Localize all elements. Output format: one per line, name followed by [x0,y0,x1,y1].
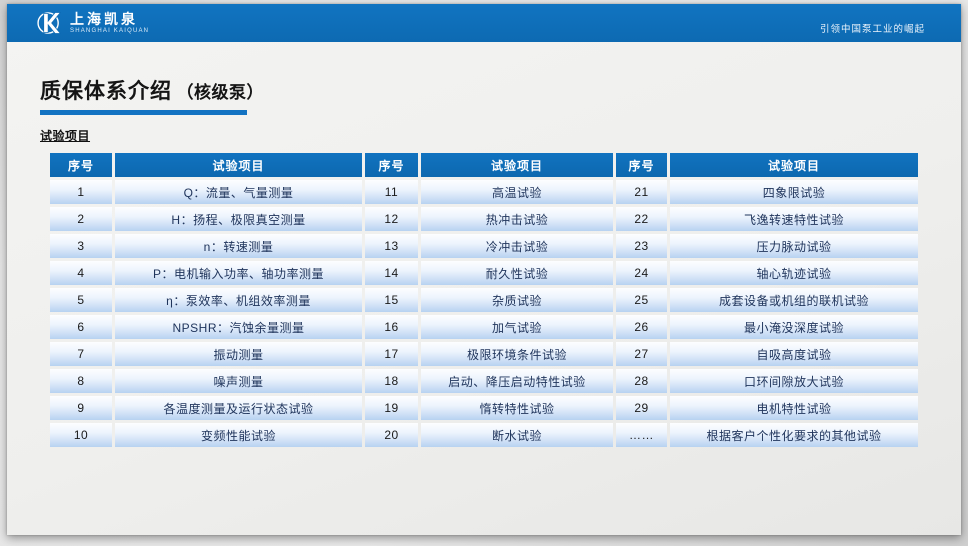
test-items-table: 序号 试验项目 序号 试验项目 序号 试验项目 1 Q：流量、气量测量 11 高温试验… [47,150,921,450]
test-item-cell: P：电机输入功率、轴功率测量 [115,261,362,285]
table-row: 4 P：电机输入功率、轴功率测量 14 耐久性试验 24 轴心轨迹试验 [50,261,918,285]
logo-english-name: SHANGHAI KAIQUAN [70,28,150,34]
row-number-cell: 8 [50,369,112,393]
row-number-cell: 12 [365,207,418,231]
row-number-cell: 26 [616,315,667,339]
page-title: 质保体系介绍 [40,80,172,103]
column-header-no: 序号 [365,153,418,177]
row-number-cell: 6 [50,315,112,339]
top-banner: 上海凯泉 SHANGHAI KAIQUAN 引领中国泵工业的崛起 [7,4,961,42]
test-item-cell: 极限环境条件试验 [421,342,613,366]
test-item-cell: NPSHR：汽蚀余量测量 [115,315,362,339]
row-number-cell: 9 [50,396,112,420]
row-number-cell: 27 [616,342,667,366]
row-number-cell: 20 [365,423,418,447]
row-number-cell: 23 [616,234,667,258]
test-item-cell: 杂质试验 [421,288,613,312]
test-item-cell: 自吸高度试验 [670,342,918,366]
test-item-cell: 变频性能试验 [115,423,362,447]
test-item-cell: 各温度测量及运行状态试验 [115,396,362,420]
test-table-body: 1 Q：流量、气量测量 11 高温试验 21 四象限试验 2 H：扬程、极限真空测量 12 热冲击… [50,180,918,447]
table-row: 6 NPSHR：汽蚀余量测量 16 加气试验 26 最小淹没深度试验 [50,315,918,339]
test-item-cell: 成套设备或机组的联机试验 [670,288,918,312]
table-row: 3 n：转速测量 13 冷冲击试验 23 压力脉动试验 [50,234,918,258]
row-number-cell: 28 [616,369,667,393]
table-row: 8 噪声测量 18 启动、降压启动特性试验 28 口环间隙放大试验 [50,369,918,393]
slide: 上海凯泉 SHANGHAI KAIQUAN 引领中国泵工业的崛起 质保体系介绍 … [7,4,961,535]
column-header-item: 试验项目 [670,153,918,177]
company-logo: 上海凯泉 SHANGHAI KAIQUAN [35,9,149,37]
test-item-cell: 轴心轨迹试验 [670,261,918,285]
column-header-no: 序号 [50,153,112,177]
column-header-item: 试验项目 [421,153,613,177]
row-number-cell: 18 [365,369,418,393]
test-item-cell: 冷冲击试验 [421,234,613,258]
table-row: 9 各温度测量及运行状态试验 19 惰转特性试验 29 电机特性试验 [50,396,918,420]
title-block: 质保体系介绍 （核级泵） [40,75,928,115]
test-item-cell: 热冲击试验 [421,207,613,231]
table-row: 5 η：泵效率、机组效率测量 15 杂质试验 25 成套设备或机组的联机试验 [50,288,918,312]
kaiquan-logo-icon [37,12,62,34]
row-number-cell: 2 [50,207,112,231]
row-number-cell: 5 [50,288,112,312]
test-item-cell: η：泵效率、机组效率测量 [115,288,362,312]
row-number-cell: 4 [50,261,112,285]
test-item-cell: 振动测量 [115,342,362,366]
row-number-cell: 16 [365,315,418,339]
test-item-cell: 四象限试验 [670,180,918,204]
slide-content: 质保体系介绍 （核级泵） 试验项目 序号 试验项目 序号 试验项目 [7,75,961,450]
test-item-cell: n：转速测量 [115,234,362,258]
row-number-cell: 14 [365,261,418,285]
row-number-cell: 7 [50,342,112,366]
title-underline-rule [40,110,247,115]
test-item-cell: 根据客户个性化要求的其他试验 [670,423,918,447]
row-number-cell: 22 [616,207,667,231]
company-slogan: 引领中国泵工业的崛起 [819,24,925,35]
test-item-cell: 最小淹没深度试验 [670,315,918,339]
test-item-cell: H：扬程、极限真空测量 [115,207,362,231]
test-item-cell: 断水试验 [421,423,613,447]
table-row: 10 变频性能试验 20 断水试验…… 根据客户个性化要求的其他试验 [50,423,918,447]
section-label: 试验项目 [40,129,91,143]
test-item-cell: 加气试验 [421,315,613,339]
test-item-cell: Q：流量、气量测量 [115,180,362,204]
test-item-cell: 压力脉动试验 [670,234,918,258]
test-item-cell: 启动、降压启动特性试验 [421,369,613,393]
row-number-cell: 24 [616,261,667,285]
column-header-no: 序号 [616,153,667,177]
test-item-cell: 口环间隙放大试验 [670,369,918,393]
test-table-wrap: 序号 试验项目 序号 试验项目 序号 试验项目 1 Q：流量、气量测量 11 高温试验… [40,150,928,450]
row-number-cell: 13 [365,234,418,258]
row-number-cell: 10 [50,423,112,447]
logo-text: 上海凯泉 SHANGHAI KAIQUAN [70,12,149,34]
row-number-cell: …… [616,423,667,447]
row-number-cell: 11 [365,180,418,204]
row-number-cell: 29 [616,396,667,420]
test-item-cell: 惰转特性试验 [421,396,613,420]
table-header-row: 序号 试验项目 序号 试验项目 序号 试验项目 [50,153,918,177]
page-title-suffix: （核级泵） [176,83,264,102]
row-number-cell: 17 [365,342,418,366]
row-number-cell: 1 [50,180,112,204]
test-item-cell: 噪声测量 [115,369,362,393]
table-row: 7 振动测量 17 极限环境条件试验 27 自吸高度试验 [50,342,918,366]
column-header-item: 试验项目 [115,153,362,177]
row-number-cell: 3 [50,234,112,258]
table-row: 2 H：扬程、极限真空测量 12 热冲击试验 22 飞逸转速特性试验 [50,207,918,231]
test-item-cell: 耐久性试验 [421,261,613,285]
row-number-cell: 19 [365,396,418,420]
table-row: 1 Q：流量、气量测量 11 高温试验 21 四象限试验 [50,180,918,204]
logo-chinese-name: 上海凯泉 [70,11,138,27]
row-number-cell: 25 [616,288,667,312]
test-item-cell: 飞逸转速特性试验 [670,207,918,231]
row-number-cell: 21 [616,180,667,204]
test-item-cell: 高温试验 [421,180,613,204]
row-number-cell: 15 [365,288,418,312]
test-item-cell: 电机特性试验 [670,396,918,420]
